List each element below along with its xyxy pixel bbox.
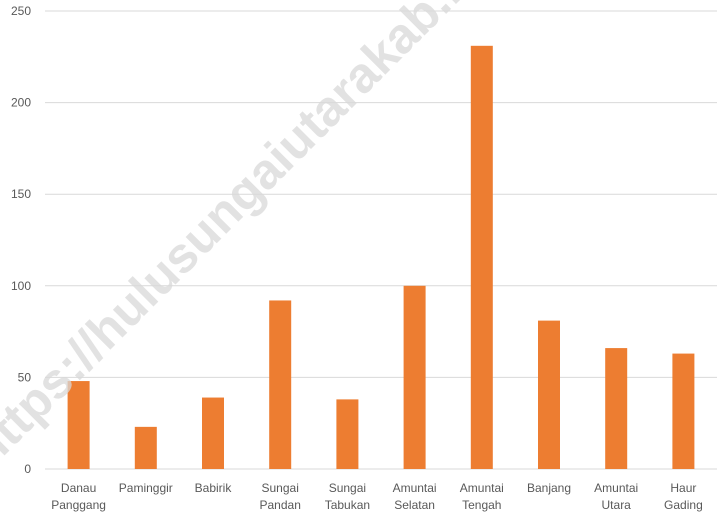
bar (403, 285, 426, 469)
y-tick-label: 200 (11, 96, 31, 110)
bar (672, 353, 695, 469)
x-category-label-line: Danau (61, 481, 96, 495)
bar (269, 300, 292, 469)
x-category-label-line: Babirik (195, 481, 233, 495)
y-tick-label: 250 (11, 4, 31, 18)
bar (202, 397, 224, 469)
x-category-label-line: Paminggir (119, 481, 173, 495)
x-category-label: Paminggir (119, 481, 173, 495)
x-category-label: Danau Panggang (51, 481, 106, 512)
x-category-label-line: Panggang (51, 498, 106, 512)
x-category-label-line: Haur (670, 481, 696, 495)
x-category-label: Amuntai Tengah (460, 481, 504, 512)
x-category-label: Babirik (195, 481, 233, 495)
bar (134, 426, 157, 469)
x-category-label: Haur Gading (664, 481, 703, 512)
bar (605, 348, 628, 469)
x-category-label: Amuntai Utara (594, 481, 638, 512)
x-category-label-line: Tengah (462, 498, 501, 512)
x-category-label-line: Gading (664, 498, 703, 512)
x-category-label: Amuntai Selatan (393, 481, 437, 512)
gridlines (45, 10, 717, 470)
x-category-label-line: Banjang (527, 481, 571, 495)
x-category-label-line: Amuntai (393, 481, 437, 495)
bar (67, 381, 90, 469)
y-tick-label: 0 (24, 462, 31, 476)
bar (470, 45, 493, 470)
x-category-label-line: Pandan (260, 498, 301, 512)
y-tick-label: 150 (11, 187, 31, 201)
y-axis-tick-labels: 0 50 100 150 200 250 (11, 4, 31, 476)
x-category-label-line: Sungai (329, 481, 366, 495)
bars (67, 45, 695, 470)
bar (538, 320, 560, 469)
x-category-label-line: Tabukan (325, 498, 370, 512)
watermark-text: https://hulusungaiutarakab.bps.go.id (0, 0, 618, 478)
x-category-label-line: Amuntai (460, 481, 504, 495)
y-tick-label: 100 (11, 279, 31, 293)
x-category-label-line: Selatan (394, 498, 435, 512)
x-category-label-line: Sungai (262, 481, 299, 495)
x-category-label: Sungai Pandan (260, 481, 301, 512)
x-category-label: Sungai Tabukan (325, 481, 370, 512)
x-category-label: Banjang (527, 481, 571, 495)
x-category-label-line: Utara (602, 498, 632, 512)
x-category-label-line: Amuntai (594, 481, 638, 495)
bar (336, 399, 359, 469)
y-tick-label: 50 (18, 370, 32, 384)
x-axis-category-labels: Danau Panggang Paminggir Babirik Sungai Panda… (51, 481, 703, 512)
